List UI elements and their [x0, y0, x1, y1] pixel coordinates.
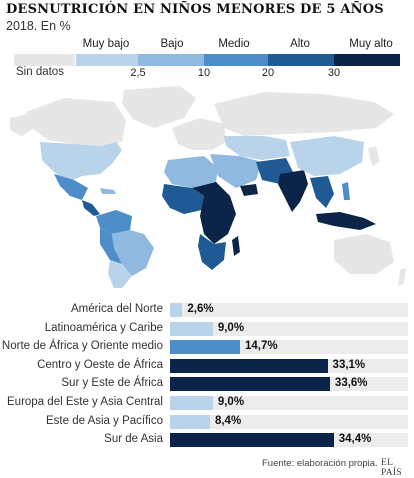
bar-category-label: Sur de Asia [104, 433, 163, 446]
bar-row: Europa del Este y Asia Central 9,0% [0, 395, 414, 412]
legend-label-bajo: Bajo [160, 38, 184, 50]
world-choropleth-map [10, 86, 406, 288]
map-region-australia [334, 234, 394, 274]
map-region-china [290, 136, 364, 176]
bar-value-label: 2,6% [187, 303, 214, 315]
bar-value-label: 14,7% [244, 340, 278, 353]
legend-label-alto: Alto [290, 38, 310, 50]
map-region-central-east-africa [192, 182, 236, 244]
map-region-usa [40, 142, 122, 182]
legend-swatch-medio [204, 54, 268, 66]
publisher-brand: EL PAÍS [381, 458, 402, 478]
bar [170, 358, 328, 373]
legend-tick-30: 30 [327, 67, 341, 79]
map-region-west-africa [162, 184, 204, 214]
bar-row: Latinoamérica y Caribe 9,0% [0, 321, 414, 338]
legend-swatch-muy-alto [334, 54, 400, 66]
map-region-greenland [122, 86, 196, 128]
bar-track [170, 396, 408, 410]
map-region-central-america [82, 200, 100, 216]
map-region-southeast-asia [310, 176, 334, 208]
legend-swatch-alto [268, 54, 334, 66]
legend-label-muy-bajo: Muy bajo [82, 38, 130, 50]
bar [170, 414, 210, 429]
map-region-new-zealand [398, 268, 406, 286]
legend-label-muy-alto: Muy alto [349, 38, 393, 50]
map-region-mexico [54, 174, 88, 200]
bar [170, 396, 213, 410]
bar-value-label: 33,1% [332, 358, 366, 371]
bar-track [170, 303, 408, 317]
map-region-middle-east [210, 154, 262, 188]
legend-swatch-muy-bajo [76, 54, 138, 66]
map-region-japan [368, 146, 380, 166]
legend-tick-10: 10 [197, 67, 211, 79]
bar-row: Este de Asia y Pacífico 8,4% [0, 414, 414, 431]
map-region-india [278, 170, 308, 212]
legend-no-data-label: Sin datos [16, 66, 64, 78]
bar [170, 321, 213, 336]
bar-track [170, 321, 408, 336]
map-region-russia [214, 92, 394, 136]
map-region-alaska [10, 114, 34, 136]
chart-title: DESNUTRICIÓN EN NIÑOS MENORES DE 5 AÑOS [6, 2, 384, 17]
bar-value-label: 8,4% [214, 414, 242, 427]
bar-category-label: América del Norte [70, 303, 163, 315]
legend-label-medio: Medio [218, 38, 250, 50]
bar-row: Sur de Asia 34,4% [0, 432, 414, 449]
map-region-canada [26, 98, 126, 146]
source-note: Fuente: elaboración propia. [262, 458, 378, 469]
bar-value-label: 9,0% [217, 396, 245, 408]
bar-category-label: Europa del Este y Asia Central [7, 396, 163, 408]
bar [170, 377, 330, 392]
map-region-north-africa [164, 156, 218, 188]
chart-subtitle: 2018. En % [6, 19, 71, 33]
bar-category-label: Este de Asia y Pacífico [46, 414, 163, 427]
map-region-central-asia [224, 136, 290, 160]
legend-swatch-no-data [14, 54, 75, 66]
map-region-southern-cone [108, 260, 132, 288]
map-region-brazil [112, 230, 154, 276]
map-region-indonesia [316, 212, 376, 230]
bar-row: Norte de África y Oriente medio 14,7% [0, 339, 414, 356]
legend-swatch-bajo [138, 54, 204, 66]
bar [170, 340, 240, 355]
map-region-caribbean [100, 188, 116, 194]
map-region-madagascar [232, 236, 240, 256]
bar [170, 433, 334, 448]
map-region-southern-africa [198, 234, 226, 270]
bar-row: América del Norte 2,6% [0, 302, 414, 319]
map-region-philippines [342, 182, 350, 200]
bar-category-label: Sur y Este de África [61, 377, 163, 390]
bar-value-label: 34,4% [338, 433, 372, 446]
bar-row: Sur y Este de África 33,6% [0, 376, 414, 393]
legend: Muy bajo Bajo Medio Alto Muy alto Sin da… [0, 38, 414, 79]
bar-category-label: Centro y Oeste de África [37, 358, 163, 371]
legend-tick-2-5: 2,5 [130, 67, 146, 79]
map-region-europe [172, 118, 226, 150]
bar-category-label: Latinoamérica y Caribe [44, 321, 163, 334]
bar-value-label: 33,6% [334, 377, 368, 390]
bar-value-label: 9,0% [217, 321, 245, 334]
bar-category-label: Norte de África y Oriente medio [1, 340, 163, 353]
bar-row: Centro y Oeste de África 33,1% [0, 358, 414, 375]
bar [170, 303, 183, 317]
map-region-yemen [240, 184, 258, 196]
map-region-south-america-north [96, 210, 132, 234]
bar-track [170, 414, 408, 429]
legend-tick-20: 20 [261, 67, 275, 79]
map-region-peru-bolivia [100, 228, 122, 264]
